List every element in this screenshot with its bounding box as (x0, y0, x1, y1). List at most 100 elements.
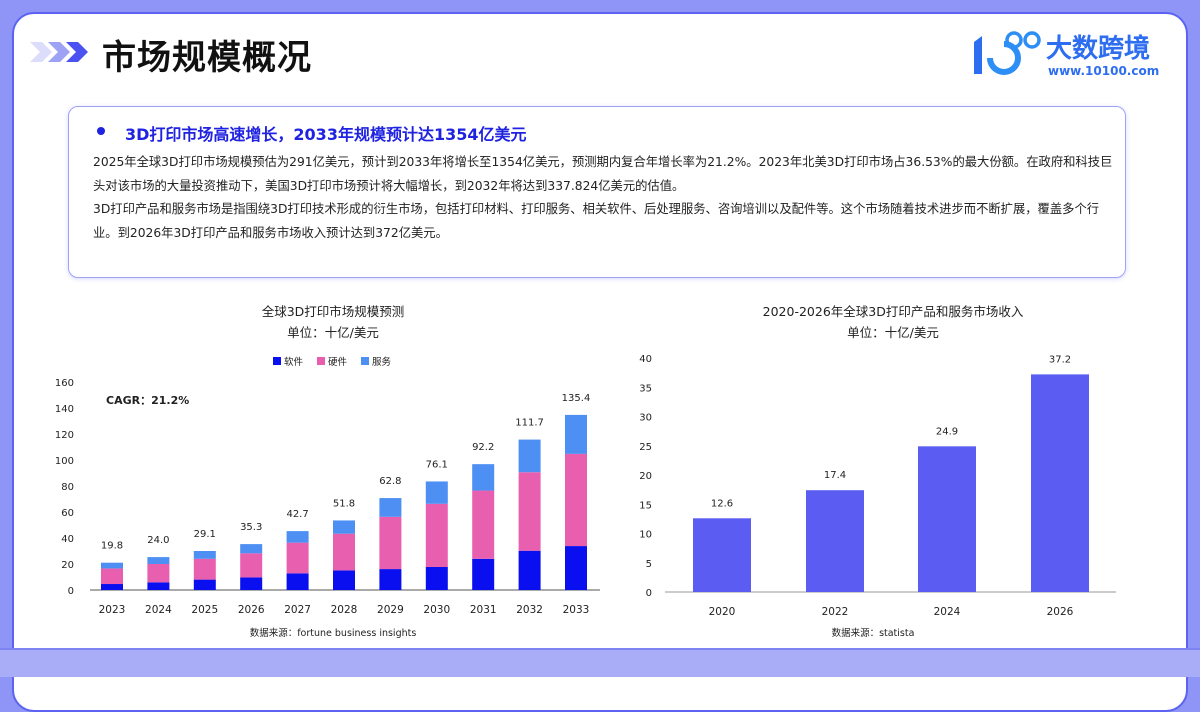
bar-segment (147, 557, 170, 564)
bullet-icon (97, 127, 105, 135)
y-tick-label: 140 (55, 404, 74, 415)
x-tick-label: 2026 (238, 604, 265, 616)
x-tick-label: 2030 (423, 604, 450, 616)
data-label: 29.1 (194, 529, 216, 540)
x-tick-label: 2024 (145, 604, 172, 616)
x-tick-label: 2027 (284, 604, 311, 616)
bar-segment (518, 550, 541, 590)
bar-segment (333, 533, 355, 571)
data-label: 24.0 (147, 535, 169, 546)
legend-label: 服务 (372, 356, 392, 368)
y-tick-label: 25 (639, 442, 652, 453)
bar-segment (565, 546, 587, 590)
bar-segment (472, 558, 495, 590)
page-title: 市场规模概况 (102, 38, 312, 78)
data-label: 17.4 (824, 470, 846, 481)
bar-segment (240, 544, 263, 554)
y-tick-label: 10 (639, 530, 652, 541)
bar (693, 518, 751, 592)
chart-title: 全球3D打印市场规模预测 (262, 304, 405, 319)
bar-segment (240, 577, 263, 590)
data-label: 92.2 (472, 442, 494, 453)
x-tick-label: 2032 (516, 604, 543, 616)
legend-swatch (317, 357, 325, 365)
y-tick-label: 80 (61, 482, 74, 493)
bar-segment (425, 481, 448, 504)
bar-segment (425, 566, 448, 590)
summary-body: 2025年全球3D打印市场规模预估为291亿美元，预计到2033年将增长至135… (93, 151, 1113, 245)
y-tick-label: 15 (639, 500, 652, 511)
x-tick-label: 2029 (377, 604, 404, 616)
bar-segment (379, 569, 402, 590)
legend-label: 软件 (284, 356, 304, 368)
x-tick-label: 2025 (191, 604, 218, 616)
data-label: 24.9 (936, 426, 958, 437)
bar-segment (240, 553, 263, 578)
logo-text: 大数跨境 (1046, 34, 1151, 64)
bar-segment (101, 562, 123, 569)
bar-segment (286, 542, 309, 574)
data-label: 76.1 (426, 459, 448, 470)
x-tick-label: 2028 (331, 604, 358, 616)
bar-segment (193, 551, 216, 559)
bar-segment (379, 498, 402, 517)
logo-mark-icon (974, 31, 1041, 75)
bar-segment (147, 564, 170, 583)
x-tick-label: 2024 (934, 606, 961, 618)
legend-label: 硬件 (328, 356, 348, 368)
x-tick-label: 2033 (563, 604, 590, 616)
summary-paragraph: 2025年全球3D打印市场规模预估为291亿美元，预计到2033年将增长至135… (93, 155, 1113, 193)
bar-segment (101, 568, 123, 585)
summary-box: 3D打印市场高速增长，2033年规模预计达1354亿美元 2025年全球3D打印… (68, 106, 1126, 278)
bar-segment (101, 584, 123, 590)
bar-segment (286, 531, 309, 543)
bar-segment (333, 570, 355, 590)
bar-segment (147, 582, 170, 590)
data-label: 62.8 (379, 476, 401, 487)
legend-swatch (273, 357, 281, 365)
summary-heading: 3D打印市场高速增长，2033年规模预计达1354亿美元 (97, 121, 526, 145)
chart-subtitle: 单位：十亿/美元 (287, 325, 379, 340)
data-label: 35.3 (240, 522, 262, 533)
summary-paragraph: 3D打印产品和服务市场是指围绕3D打印技术形成的衍生市场，包括打印材料、打印服务… (93, 202, 1100, 240)
cagr-annotation: CAGR：21.2% (106, 394, 189, 407)
y-tick-label: 30 (639, 413, 652, 424)
bar-segment (286, 573, 309, 590)
data-label: 51.8 (333, 498, 355, 509)
y-tick-label: 20 (639, 471, 652, 482)
data-label: 19.8 (101, 541, 123, 552)
bar-segment (379, 516, 402, 570)
bar-segment (518, 439, 541, 473)
data-label: 111.7 (515, 418, 544, 429)
bar-segment (333, 520, 355, 534)
slide-card (12, 12, 1188, 712)
bar (918, 446, 976, 592)
x-tick-label: 2023 (99, 604, 126, 616)
footer-strip (0, 648, 1200, 677)
y-tick-label: 20 (61, 560, 74, 571)
chart-source: 数据来源：statista (832, 627, 915, 639)
y-tick-label: 120 (55, 430, 74, 441)
bar (1031, 374, 1089, 592)
bar-segment (425, 503, 448, 567)
y-tick-label: 40 (61, 534, 74, 545)
data-label: 42.7 (286, 509, 308, 520)
chart-title: 2020-2026年全球3D打印产品和服务市场收入 (763, 304, 1024, 319)
data-label: 12.6 (711, 498, 733, 509)
bar-segment (193, 558, 216, 580)
bar-segment (565, 453, 587, 547)
logo: 大数跨境 www.10100.com (968, 28, 1178, 84)
x-tick-label: 2031 (470, 604, 497, 616)
y-tick-label: 35 (639, 383, 652, 394)
chart-subtitle: 单位：十亿/美元 (847, 325, 939, 340)
bar-segment (472, 490, 495, 559)
y-tick-label: 100 (55, 456, 74, 467)
legend-swatch (361, 357, 369, 365)
y-tick-label: 40 (639, 354, 652, 365)
summary-heading-text: 3D打印市场高速增长，2033年规模预计达1354亿美元 (125, 125, 527, 144)
y-tick-label: 5 (646, 559, 652, 570)
bar-segment (518, 472, 541, 551)
y-tick-label: 60 (61, 508, 74, 519)
x-tick-label: 2022 (822, 606, 849, 618)
